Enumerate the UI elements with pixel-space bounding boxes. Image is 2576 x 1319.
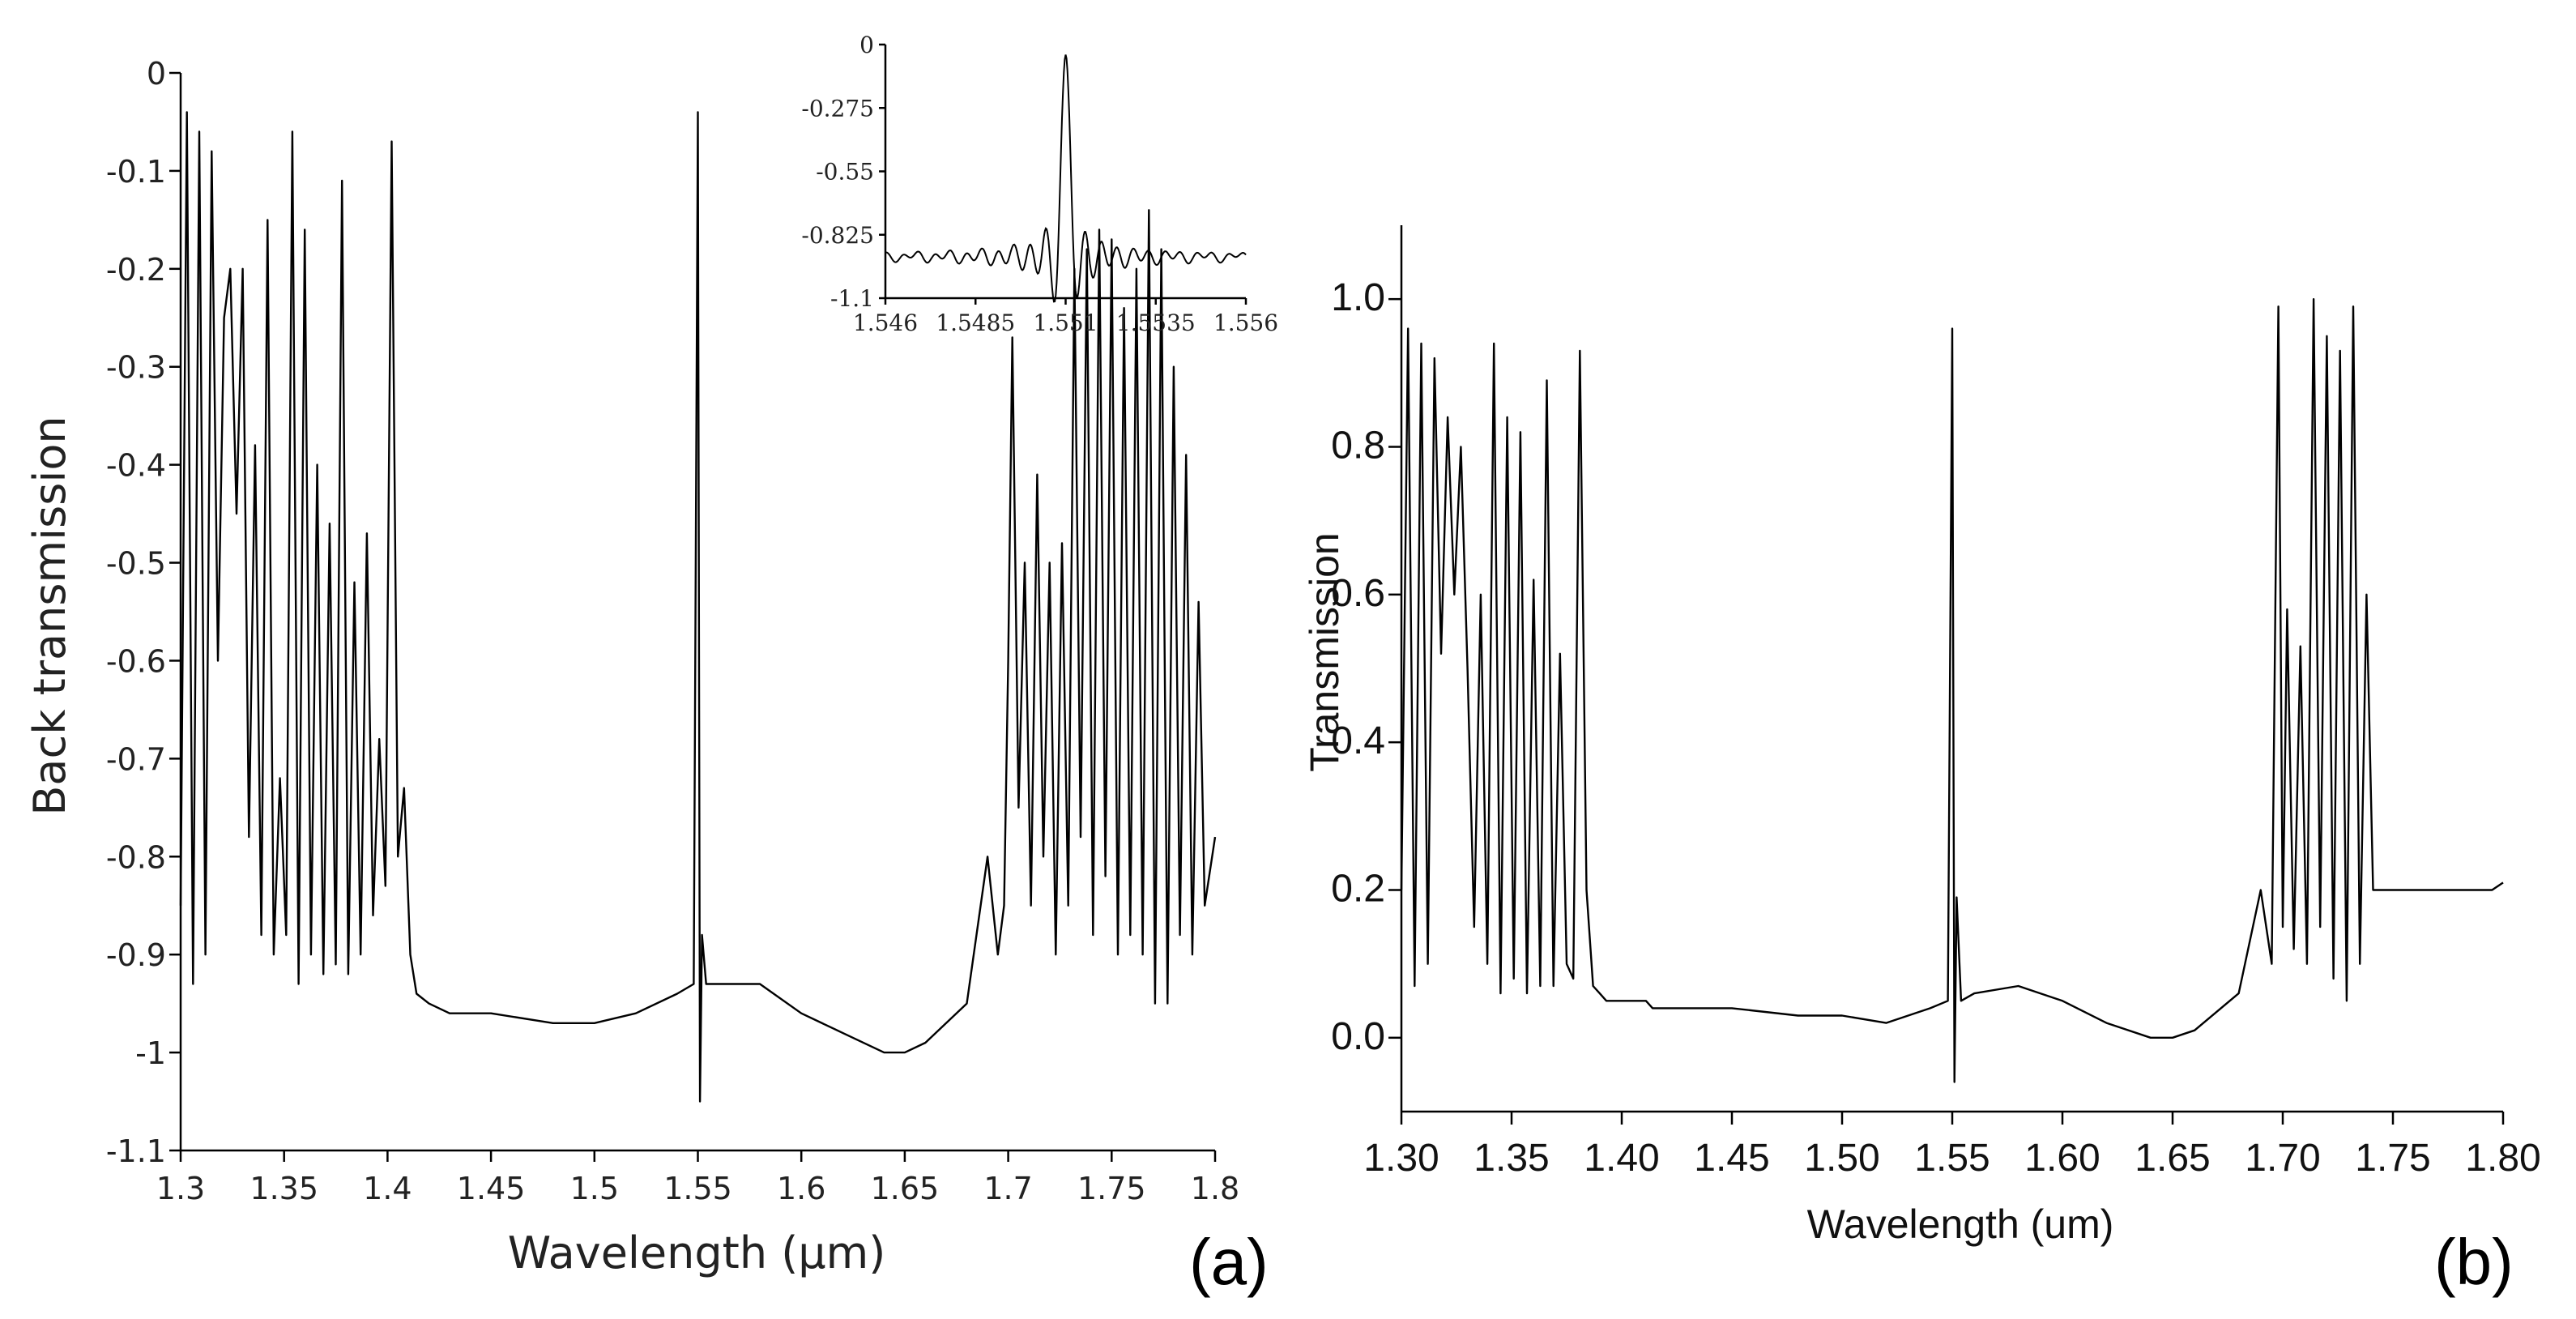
panel-b-y-tick-label: 0.0 [1331,1015,1385,1058]
panel-a-series-line [179,111,1217,1103]
panel-a-y-tick-label: -0.6 [106,643,166,679]
inset-y-ticks: 0 -0.275 -0.55 -0.825 -1.1 [801,32,885,312]
inset-x-tick-label: 1.546 [853,309,918,336]
panel-b-y-axis-title: Transmission [1302,532,1347,771]
inset-x-tick-label: 1.5485 [936,309,1015,336]
panel-a-x-tick-label: 1.4 [363,1171,412,1206]
panel-a-x-axis-title: Wavelength (µm) [508,1227,886,1278]
panel-a-x-tick-label: 1.65 [871,1171,940,1206]
panel-a-y-tick-label: -0.9 [106,937,166,973]
panel-a-x-tick-label: 1.45 [457,1171,526,1206]
panel-a-y-ticks: 0 -0.1 -0.2 -0.3 -0.4 -0.5 -0.6 -0.7 -0.8 -0.9 -1 -… [106,56,181,1169]
panel-b-x-tick-label: 1.40 [1584,1137,1659,1180]
panel-a-chart: 0 -0.1 -0.2 -0.3 -0.4 -0.5 -0.6 -0.7 -0.8 -0.9 -1 -… [24,32,1278,1298]
panel-a-y-tick-label: -0.1 [106,154,166,190]
inset-y-tick-label: -0.275 [801,95,874,122]
panel-a-label: (a) [1189,1226,1269,1298]
panel-a-x-tick-label: 1.55 [663,1171,732,1206]
panel-b-x-tick-label: 1.75 [2355,1137,2430,1180]
panel-a-x-tick-label: 1.5 [570,1171,619,1206]
inset-y-tick-label: -0.825 [801,222,874,249]
panel-a-y-tick-label: -0.2 [106,252,166,288]
panel-b-x-tick-label: 1.70 [2245,1137,2320,1180]
panel-a-y-tick-label: 0 [147,56,166,92]
panel-a-y-tick-label: -0.5 [106,546,166,582]
panel-b-x-tick-label: 1.45 [1694,1137,1769,1180]
panel-a-x-tick-label: 1.8 [1191,1171,1239,1206]
inset-y-tick-label: -1.1 [830,285,874,312]
panel-b-y-tick-label: 0.2 [1331,868,1385,911]
panel-a-y-axis-title: Back transmission [24,416,75,815]
panel-b-chart: 0.00.20.40.60.81.0 1.30 1.35 1.40 1.45 1.50 1… [1302,225,2541,1298]
panel-b-x-ticks: 1.30 1.35 1.40 1.45 1.50 1.55 1.60 1.65 1.70 1.75… [1363,1112,2541,1180]
panel-a-y-tick-label: -0.7 [106,741,166,777]
panel-b-y-tick-label: 0.4 [1331,719,1385,762]
panel-a-y-tick-label: -0.4 [106,448,166,484]
inset-x-tick-label: 1.5535 [1116,309,1196,336]
panel-a-x-tick-label: 1.35 [249,1171,318,1206]
panel-a-x-tick-label: 1.3 [156,1171,205,1206]
inset-y-tick-label: -0.55 [816,159,874,186]
panel-b-x-axis-title: Wavelength (um) [1807,1202,2114,1247]
panel-a-x-tick-label: 1.7 [983,1171,1032,1206]
panel-a-y-tick-label: -0.8 [106,839,166,875]
panel-a-inset-chart: 0-0.275-0.55-0.825-1.1 1.546 1.5485 1.551 1… [801,32,1278,336]
panel-a-x-ticks: 1.3 1.35 1.4 1.45 1.5 1.55 1.6 1.65 1.7 1.75 1.8 [156,1150,1239,1206]
inset-x-tick-label: 1.556 [1213,309,1278,336]
panel-b-x-tick-label: 1.35 [1474,1137,1549,1180]
inset-x-ticks: 1.546 1.5485 1.551 1.5535 1.556 [853,298,1278,336]
panel-a-y-tick-label: -0.3 [106,350,166,386]
panel-b-x-tick-label: 1.30 [1363,1137,1439,1180]
panel-a-y-tick-label: -1.1 [106,1133,166,1169]
panel-b-series-line [1400,298,2504,1083]
inset-x-tick-label: 1.551 [1033,309,1098,336]
inset-series-line [885,54,1247,303]
panel-a-y-tick-label: -1 [135,1035,166,1071]
panel-b-y-tick-label: 1.0 [1331,276,1385,319]
panel-a-x-tick-label: 1.75 [1077,1171,1146,1206]
panel-b-label: (b) [2434,1226,2514,1298]
panel-a-x-tick-label: 1.6 [777,1171,825,1206]
inset-y-tick-label: 0 [859,32,874,58]
panel-b-x-tick-label: 1.55 [1914,1137,1990,1180]
panel-b-y-tick-label: 0.6 [1331,572,1385,615]
panel-b-x-tick-label: 1.65 [2135,1137,2210,1180]
panel-b-y-ticks: 0.0 0.2 0.4 0.6 0.8 1.0 [1331,276,1401,1058]
panel-b-x-tick-label: 1.80 [2465,1137,2540,1180]
panel-b-x-tick-label: 1.50 [1804,1137,1879,1180]
panel-b-x-tick-label: 1.60 [2024,1137,2100,1180]
panel-b-y-tick-label: 0.8 [1331,425,1385,467]
